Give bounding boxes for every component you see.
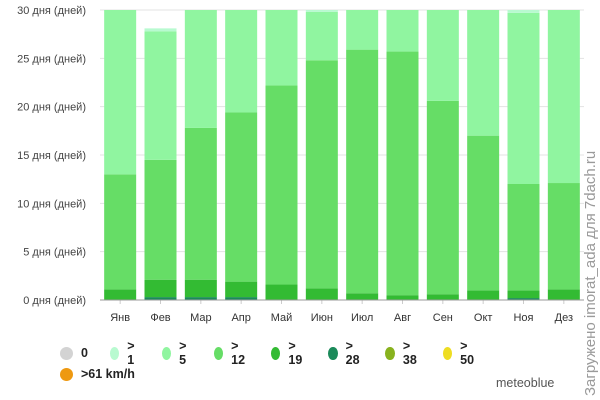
legend-swatch-icon [60,346,73,360]
y-tick-label: 15 дня (дней) [17,150,86,162]
x-tick-label: Авг [394,312,411,324]
bar-segment [386,295,419,300]
y-tick-label: 10 дня (дней) [17,198,86,210]
bar-chart: 0 дня (дней) 5 дня (дней) 10 дня (дней) 15 … [17,5,584,324]
bar-segment [184,10,217,128]
bar-segment [426,100,459,295]
bar-segment [305,11,338,61]
legend-item[interactable]: > 28 [328,339,363,367]
x-tick-label: Сен [433,312,453,324]
x-tick-label: Окт [474,312,493,324]
legend-swatch-icon [109,346,120,360]
bar-segment [426,10,459,101]
bar-segment [467,10,500,136]
bar-segment [386,10,419,52]
legend-swatch-icon [60,367,73,381]
bar-segment [144,297,177,300]
x-tick-label: Июн [311,312,333,324]
bar-segment [225,112,258,282]
legend-row-2: >61 km/h [60,365,500,383]
legend-label: > 5 [179,339,187,367]
watermark-text: Загружено imorat_ada для 7dach.ru [582,150,599,396]
bar-segment [305,60,338,289]
bar-segment [225,281,258,298]
bar-segment [507,10,540,13]
legend: 0 > 1 > 5 > 12 > 19 > 28 > 38 > 50 >61 km/h [60,339,500,386]
legend-label: > 28 [345,339,360,367]
bar-segment [265,10,298,86]
bar-segment [144,31,177,160]
y-tick-label: 25 дня (дней) [17,53,86,65]
legend-swatch-icon [328,346,338,360]
bar-segment [547,183,580,290]
legend-item[interactable]: > 12 [213,339,249,367]
bar-segment [547,289,580,300]
legend-label: 0 [81,346,88,360]
bar-segment [346,49,379,294]
bar-segment [426,294,459,300]
legend-item[interactable]: > 50 [442,339,478,367]
legend-label: > 38 [402,339,417,367]
legend-item[interactable]: > 5 [161,339,192,367]
brand-label: meteoblue [496,376,555,390]
x-tick-label: Ноя [513,312,533,324]
bar-segment [467,135,500,291]
legend-label: > 1 [127,339,135,367]
bar-segment [265,85,298,285]
legend-item[interactable]: >61 km/h [60,367,135,381]
chart-bars [104,10,580,300]
legend-item[interactable]: > 38 [385,339,420,367]
bar-segment [104,289,137,300]
x-tick-label: Дез [555,312,573,324]
legend-item[interactable]: > 1 [109,339,140,367]
legend-swatch-icon [161,346,172,360]
bar-segment [305,10,338,12]
bar-segment [507,298,540,300]
bar-segment [144,279,177,298]
legend-label: >61 km/h [81,367,135,381]
bar-segment [184,127,217,280]
legend-row-1: 0 > 1 > 5 > 12 > 19 > 28 > 38 > 50 [60,339,500,367]
x-tick-label: Мар [190,312,212,324]
legend-label: > 12 [231,339,246,367]
bar-segment [305,288,338,300]
bar-segment [184,279,217,298]
y-tick-label: 30 дня (дней) [17,5,86,17]
x-tick-label: Фев [150,312,170,324]
bar-segment [144,159,177,280]
bar-segment [507,12,540,185]
chart-grid [100,9,584,301]
y-tick-label: 0 дня (дней) [23,295,86,307]
bar-segment [144,28,177,32]
bar-segment [507,184,540,291]
x-tick-label: Апр [231,312,250,324]
legend-item[interactable]: > 19 [270,339,306,367]
bar-segment [547,10,580,184]
bar-segment [346,293,379,300]
x-tick-label: Май [271,312,293,324]
x-axis-tick-labels: Янв Фев Мар Апр Май Июн Июл Авг Сен Окт Ноя Дез [100,299,584,324]
legend-swatch-icon [385,346,395,360]
x-tick-label: Янв [110,312,130,324]
y-tick-label: 5 дня (дней) [23,247,86,259]
bar-segment [104,174,137,290]
bar-segment [265,284,298,300]
x-tick-label: Июл [351,312,373,324]
bar-segment [346,10,379,50]
y-tick-label: 20 дня (дней) [17,102,86,114]
legend-swatch-icon [270,346,281,360]
legend-label: > 50 [460,339,475,367]
bar-segment [507,290,540,299]
legend-item[interactable]: 0 [60,346,88,360]
bar-segment [184,297,217,300]
bar-segment [104,10,137,175]
legend-swatch-icon [442,346,453,360]
bar-segment [467,290,500,300]
legend-swatch-icon [213,346,224,360]
bar-segment [386,51,419,296]
bar-segment [225,10,258,113]
legend-label: > 19 [288,339,303,367]
bar-segment [225,297,258,300]
y-axis-tick-labels: 0 дня (дней) 5 дня (дней) 10 дня (дней) 15 … [17,5,86,307]
